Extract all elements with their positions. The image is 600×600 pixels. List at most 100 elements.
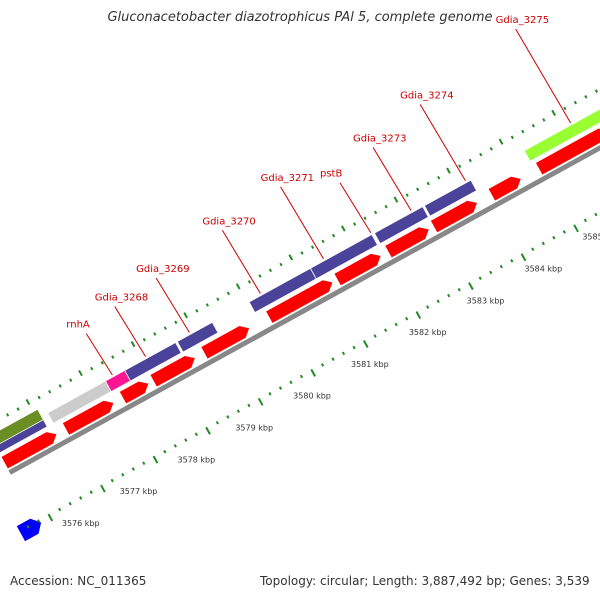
outer-tick-32 — [310, 245, 315, 249]
kbp-label-8: 3583 kbp — [467, 296, 505, 305]
cds-arrow-3 — [118, 380, 150, 405]
cds-arrow-5 — [200, 325, 251, 360]
kbp-tick-1 — [37, 519, 41, 523]
gene-leader-7 — [372, 147, 412, 211]
outer-tick-9 — [69, 378, 73, 382]
kbp-label-5: 3580 kbp — [293, 392, 331, 401]
kbp-tick-37 — [415, 311, 422, 320]
outer-tick-59 — [594, 89, 599, 93]
kbp-tick-51 — [562, 230, 566, 234]
outer-tick-17 — [153, 332, 157, 336]
gene-label-1: rnhA — [66, 320, 90, 331]
outer-tick-22 — [205, 303, 209, 307]
cds-arrow-6 — [265, 279, 334, 325]
kbp-tick-19 — [226, 415, 230, 419]
outer-tick-12 — [100, 361, 104, 365]
outer-tick-56 — [563, 106, 567, 111]
outer-tick-6 — [37, 395, 41, 400]
kbp-tick-47 — [520, 253, 527, 262]
feature-olive-1 — [0, 408, 44, 445]
outer-tick-18 — [163, 326, 167, 330]
outer-tick-45 — [446, 167, 451, 174]
kbp-tick-50 — [552, 235, 556, 240]
cds-arrow-7 — [333, 252, 382, 287]
kbp-tick-16 — [194, 432, 198, 437]
feature-purple-6 — [373, 206, 429, 245]
outer-tick-50 — [498, 138, 504, 145]
outer-tick-19 — [174, 320, 178, 325]
cds-arrow-11 — [534, 127, 600, 176]
feature-purple-7 — [423, 179, 478, 217]
outer-tick-37 — [363, 216, 367, 221]
cds-arrow-2 — [61, 399, 115, 436]
kbp-tick-38 — [426, 305, 430, 309]
kbp-tick-13 — [163, 449, 167, 454]
outer-tick-53 — [531, 123, 535, 128]
outer-tick-11 — [90, 366, 94, 371]
kbp-tick-33 — [373, 334, 377, 338]
gene-leader-8 — [419, 104, 466, 181]
kbp-tick-53 — [583, 218, 587, 223]
kbp-tick-5 — [79, 496, 83, 500]
outer-tick-4 — [16, 407, 20, 411]
feature-blue-1 — [15, 517, 43, 543]
kbp-tick-42 — [468, 282, 474, 291]
outer-tick-49 — [489, 147, 493, 151]
kbp-tick-12 — [152, 455, 159, 464]
outer-tick-36 — [352, 222, 357, 226]
gene-label-7: Gdia_3273 — [353, 133, 406, 144]
outer-tick-15 — [130, 341, 136, 348]
kbp-tick-43 — [478, 276, 482, 280]
genome-backbone — [8, 144, 600, 475]
gene-label-6: pstB — [320, 169, 342, 180]
outer-tick-28 — [268, 268, 273, 273]
kbp-tick-36 — [405, 316, 409, 321]
kbp-tick-6 — [89, 490, 93, 494]
feature-purple-5 — [309, 234, 379, 280]
gene-label-9: Gdia_3275 — [496, 15, 549, 26]
kbp-tick-30 — [341, 351, 346, 356]
kbp-tick-15 — [184, 438, 188, 442]
gene-leader-6 — [339, 182, 372, 234]
outer-tick-41 — [405, 193, 409, 197]
gene-label-layer: rnhA Gdia_3268 Gdia_3269 Gdia_3270 Gdia_3271… — [66, 15, 572, 376]
kbp-tick-40 — [447, 293, 451, 298]
kbp-tick-18 — [215, 420, 219, 425]
outer-tick-43 — [426, 181, 430, 186]
outer-tick-24 — [226, 291, 231, 296]
gene-label-2: Gdia_3268 — [95, 293, 148, 304]
kbp-label-3: 3578 kbp — [178, 455, 216, 464]
kbp-tick-41 — [457, 287, 461, 292]
outer-feature-track — [0, 108, 600, 543]
outer-tick-14 — [121, 349, 125, 354]
cds-arrow-9 — [429, 199, 479, 234]
outer-tick-31 — [300, 251, 304, 255]
kbp-tick-35 — [394, 322, 398, 327]
feature-lime-1 — [523, 108, 600, 162]
outer-tick-38 — [374, 210, 378, 215]
feature-purple-3 — [176, 321, 219, 353]
kbp-tick-49 — [541, 241, 545, 246]
gene-label-8: Gdia_3274 — [400, 90, 453, 101]
outer-tick-21 — [195, 308, 199, 313]
gene-label-3: Gdia_3269 — [136, 264, 189, 275]
kbp-tick-26 — [299, 374, 304, 379]
outer-tick-44 — [437, 175, 441, 180]
gene-leader-3 — [155, 277, 190, 333]
kbp-tick-45 — [499, 264, 503, 269]
outer-tick-20 — [183, 312, 188, 319]
kbp-tick-14 — [173, 444, 177, 448]
kbp-tick-2 — [47, 513, 54, 522]
kbp-tick-7 — [100, 484, 106, 493]
kbp-tick-24 — [278, 386, 283, 390]
outer-tick-5 — [25, 398, 31, 406]
kbp-tick-48 — [531, 247, 535, 252]
kbp-label-1: 3576 kbp — [62, 519, 100, 528]
outer-tick-58 — [584, 95, 588, 99]
kbp-tick-22 — [257, 397, 264, 406]
gene-leader-2 — [114, 306, 147, 357]
kbp-tick-31 — [352, 345, 356, 350]
outer-tick-30 — [288, 254, 294, 261]
kbp-tick-25 — [289, 380, 293, 385]
map-title: Gluconacetobacter diazotrophicus PAl 5, … — [107, 10, 493, 25]
